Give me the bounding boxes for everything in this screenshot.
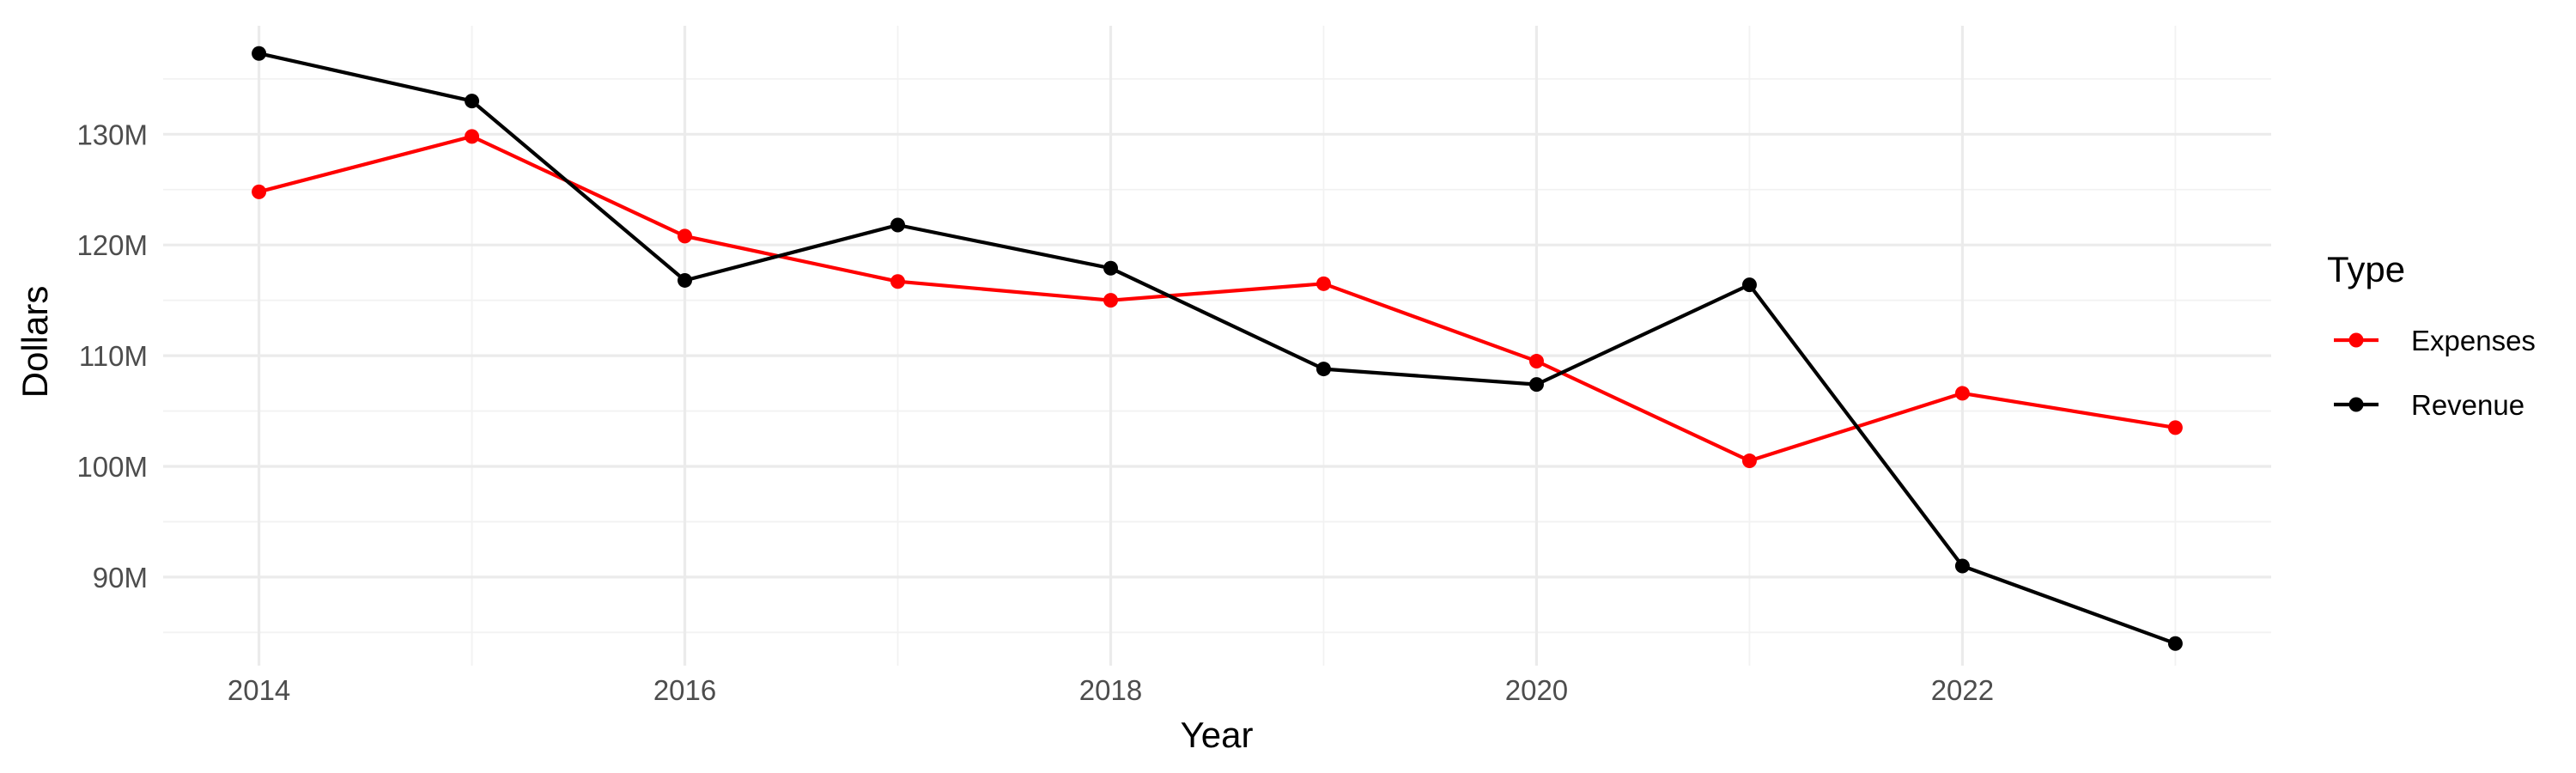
legend-item-expenses: Expenses: [2334, 325, 2536, 356]
x-axis-title: Year: [1181, 715, 1254, 755]
legend-items: Expenses Revenue: [2334, 325, 2536, 421]
series-revenue: [252, 46, 2183, 651]
legend-marker-revenue: [2348, 397, 2364, 412]
data-point-revenue: [2167, 636, 2183, 651]
data-point-revenue: [1954, 558, 1970, 574]
x-tick-label: 2016: [653, 674, 716, 706]
y-tick-label: 110M: [79, 340, 148, 372]
series-line-revenue: [258, 52, 2177, 646]
x-axis-ticks: 2014 2016 2018 2020 2022: [228, 674, 1994, 706]
data-point-expenses: [1528, 354, 1544, 369]
legend-marker-expenses: [2348, 332, 2364, 348]
data-point-expenses: [465, 129, 480, 144]
y-tick-label: 130M: [76, 119, 148, 150]
series-expenses: [252, 129, 2183, 469]
legend-item-revenue: Revenue: [2334, 389, 2524, 421]
y-tick-label: 90M: [93, 562, 148, 593]
legend-label-revenue: Revenue: [2411, 389, 2524, 421]
data-point-expenses: [890, 274, 906, 289]
x-tick-label: 2014: [228, 674, 290, 706]
data-point-revenue: [1528, 377, 1544, 393]
legend-label-expenses: Expenses: [2411, 325, 2536, 356]
y-tick-label: 120M: [76, 229, 148, 261]
y-tick-label: 100M: [76, 451, 148, 483]
data-point-expenses: [1103, 293, 1119, 308]
data-point-expenses: [1315, 276, 1331, 291]
data-point-expenses: [1954, 386, 1970, 401]
data-point-expenses: [677, 228, 693, 244]
data-point-revenue: [465, 94, 480, 109]
legend-title: Type: [2327, 249, 2405, 289]
data-point-expenses: [1741, 453, 1757, 469]
series-layer: [252, 46, 2183, 651]
x-tick-label: 2018: [1079, 674, 1142, 706]
data-point-revenue: [1315, 362, 1331, 377]
y-axis-ticks: 90M 100M 110M 120M 130M: [76, 119, 148, 593]
data-point-revenue: [1741, 277, 1757, 293]
x-tick-label: 2020: [1505, 674, 1568, 706]
x-tick-label: 2022: [1931, 674, 1994, 706]
data-point-expenses: [2167, 420, 2183, 435]
grid: [163, 26, 2271, 666]
data-point-revenue: [890, 217, 906, 233]
y-axis-title: Dollars: [15, 286, 55, 399]
data-point-revenue: [1103, 260, 1119, 276]
data-point-expenses: [252, 184, 267, 199]
data-point-revenue: [252, 46, 267, 61]
legend: Type Expenses Revenue: [2327, 249, 2536, 421]
data-point-revenue: [677, 272, 693, 288]
series-line-expenses: [258, 134, 2176, 463]
